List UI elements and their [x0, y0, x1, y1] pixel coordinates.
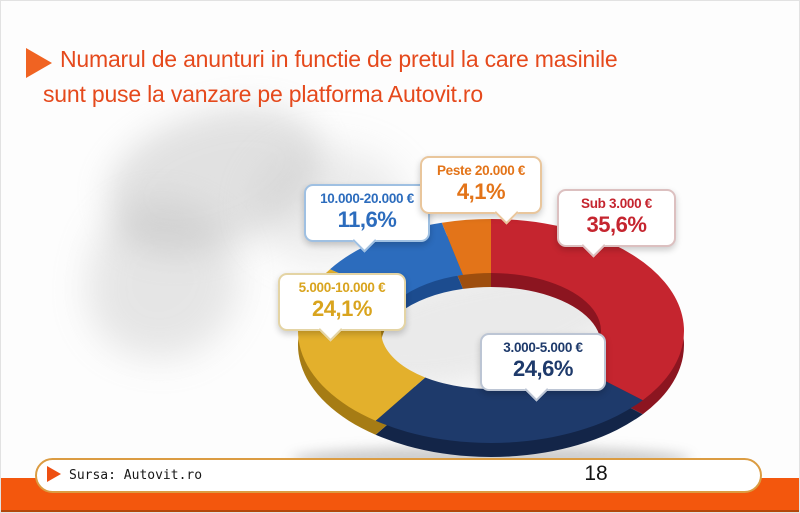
title-bullet-triangle-icon [26, 48, 52, 78]
donut-segment-4 [441, 219, 491, 275]
callout-percent-value: 11,6% [337, 207, 397, 232]
callout-range-label: 10.000-20.000 € [320, 191, 414, 206]
footer-bullet-triangle-icon [47, 466, 61, 482]
slide-title: Numarul de anunturi in functie de pretul… [43, 42, 753, 112]
page-number: 18 [584, 462, 608, 485]
callout-percent-value: 35,6% [586, 212, 647, 237]
callout-percent-value: 24,1% [312, 296, 372, 321]
callout-peste-20000: Peste 20.000 € 4,1% [420, 156, 542, 225]
callout-percent-value: 4,1% [456, 179, 506, 204]
callout-5000-10000: 5.000-10.000 € 24,1% [278, 273, 406, 342]
callout-percent-value: 24,6% [513, 356, 573, 381]
callout-3000-5000: 3.000-5.000 € 24,6% [480, 333, 606, 402]
callout-range-label: 5.000-10.000 € [298, 280, 386, 295]
callout-10000-20000: 10.000-20.000 € 11,6% [304, 184, 430, 253]
callout-range-label: Peste 20.000 € [436, 163, 526, 178]
slide-title-line-1: Numarul de anunturi in functie de pretul… [60, 46, 618, 72]
slide-title-line-2: sunt puse la vanzare pe platforma Autovi… [43, 81, 483, 107]
callout-sub-3000: Sub 3.000 € 35,6% [557, 189, 676, 258]
footer-source-bar: Sursa: Autovit.ro [35, 458, 762, 493]
source-text: Sursa: Autovit.ro [69, 468, 203, 483]
callout-range-label: Sub 3.000 € [581, 196, 652, 211]
callout-range-label: 3.000-5.000 € [503, 340, 583, 355]
donut-segment-0 [491, 219, 684, 401]
